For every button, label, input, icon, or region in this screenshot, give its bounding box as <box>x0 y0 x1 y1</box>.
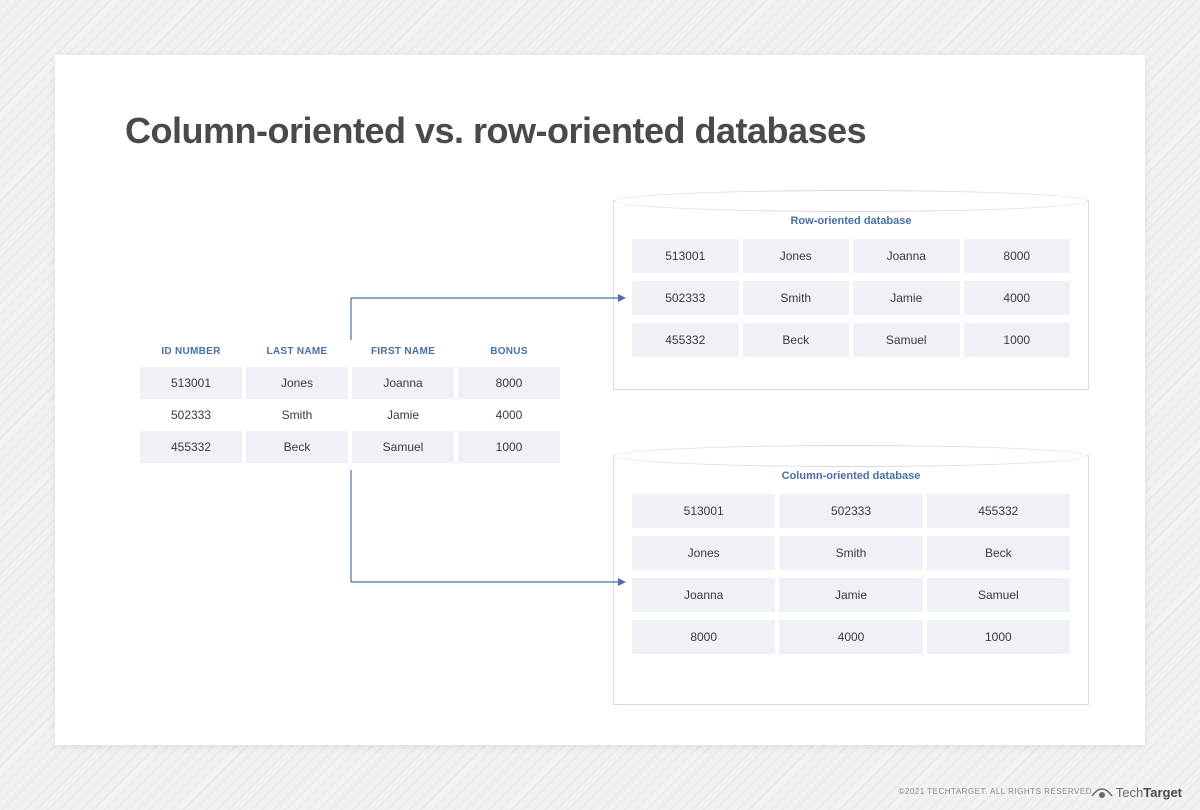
arrow-to-row-db-icon <box>350 250 630 340</box>
db-row: 513001 Jones Joanna 8000 <box>632 239 1070 273</box>
cell: Jones <box>246 367 352 399</box>
cell: Beck <box>927 536 1070 570</box>
db-row: Jones Smith Beck <box>632 536 1070 570</box>
page-title: Column-oriented vs. row-oriented databas… <box>125 110 866 152</box>
cell: 455332 <box>140 431 246 463</box>
row-oriented-db: Row-oriented database 513001 Jones Joann… <box>613 200 1089 390</box>
cylinder-top-icon <box>614 445 1088 467</box>
db-row: 502333 Smith Jamie 4000 <box>632 281 1070 315</box>
db-row: 455332 Beck Samuel 1000 <box>632 323 1070 357</box>
table-row: 455332 Beck Samuel 1000 <box>140 431 560 463</box>
cell: Jamie <box>853 281 964 315</box>
cell: Samuel <box>853 323 964 357</box>
cell: Smith <box>779 536 926 570</box>
table-row: 502333 Smith Jamie 4000 <box>140 399 560 431</box>
db-content: 513001 Jones Joanna 8000 502333 Smith Ja… <box>614 239 1088 371</box>
source-table: ID NUMBER LAST NAME FIRST NAME BONUS 513… <box>140 335 560 463</box>
cell: 502333 <box>632 281 743 315</box>
copyright-text: ©2021 TECHTARGET. ALL RIGHTS RESERVED <box>899 787 1093 796</box>
source-table-header: ID NUMBER LAST NAME FIRST NAME BONUS <box>140 335 560 367</box>
cell: 8000 <box>458 367 560 399</box>
cell: 455332 <box>927 494 1070 528</box>
cell: Beck <box>246 431 352 463</box>
col-header: BONUS <box>458 335 560 367</box>
cell: 502333 <box>140 399 246 431</box>
cell: Smith <box>246 399 352 431</box>
cell: 4000 <box>779 620 926 654</box>
cell: Beck <box>743 323 854 357</box>
cell: 513001 <box>632 239 743 273</box>
db-content: 513001 502333 455332 Jones Smith Beck Jo… <box>614 494 1088 668</box>
col-header: FIRST NAME <box>352 335 458 367</box>
cell: 1000 <box>458 431 560 463</box>
cell: 8000 <box>632 620 779 654</box>
cell: 513001 <box>632 494 779 528</box>
techtarget-logo: TechTarget <box>1091 785 1182 800</box>
cell: Jamie <box>352 399 458 431</box>
eye-icon <box>1091 786 1113 800</box>
logo-text-light: Tech <box>1116 785 1143 800</box>
cell: 4000 <box>458 399 560 431</box>
db-row: 8000 4000 1000 <box>632 620 1070 654</box>
cell: 1000 <box>927 620 1070 654</box>
table-row: 513001 Jones Joanna 8000 <box>140 367 560 399</box>
cell: Joanna <box>853 239 964 273</box>
column-oriented-db: Column-oriented database 513001 502333 4… <box>613 455 1089 705</box>
cell: Joanna <box>632 578 779 612</box>
cell: 502333 <box>779 494 926 528</box>
cell: Jones <box>743 239 854 273</box>
cell: Smith <box>743 281 854 315</box>
cell: Jamie <box>779 578 926 612</box>
logo-text-bold: Target <box>1143 785 1182 800</box>
cell: Jones <box>632 536 779 570</box>
col-header: ID NUMBER <box>140 335 246 367</box>
cylinder-top-icon <box>614 190 1088 212</box>
cell: 513001 <box>140 367 246 399</box>
db-row: Joanna Jamie Samuel <box>632 578 1070 612</box>
cell: 8000 <box>964 239 1071 273</box>
cell: 4000 <box>964 281 1071 315</box>
arrow-to-column-db-icon <box>350 470 630 595</box>
db-row: 513001 502333 455332 <box>632 494 1070 528</box>
cell: 1000 <box>964 323 1071 357</box>
col-header: LAST NAME <box>246 335 352 367</box>
main-card: Column-oriented vs. row-oriented databas… <box>55 55 1145 745</box>
cell: Joanna <box>352 367 458 399</box>
cell: 455332 <box>632 323 743 357</box>
cell: Samuel <box>352 431 458 463</box>
cell: Samuel <box>927 578 1070 612</box>
